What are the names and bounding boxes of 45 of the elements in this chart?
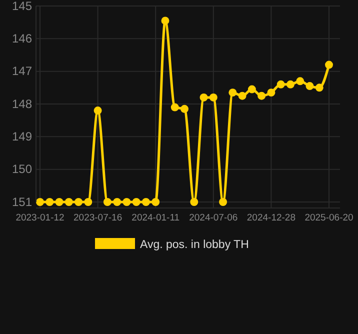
y-tick-label: 147	[12, 64, 32, 78]
point	[238, 92, 246, 100]
point	[84, 198, 92, 206]
point	[276, 80, 285, 88]
point	[325, 60, 333, 69]
point	[152, 198, 160, 206]
x-tick-label: 2024-07-06	[189, 212, 238, 224]
point	[306, 82, 314, 90]
point	[315, 84, 324, 92]
y-tick-label: 151	[12, 194, 32, 209]
y-tick-label: 146	[12, 32, 32, 46]
point	[94, 106, 102, 115]
point	[132, 198, 140, 206]
y-tick-label: 148	[12, 96, 32, 111]
x-tick-label: 2024-12-28	[246, 212, 296, 224]
x-tick-label: 2023-01-12	[16, 212, 64, 224]
point	[248, 85, 256, 94]
x-tick-label: 2025-06-20	[304, 212, 354, 224]
point	[209, 93, 218, 102]
point	[74, 198, 83, 206]
point	[46, 198, 54, 206]
y-tick-label: 145	[12, 0, 32, 13]
point	[286, 80, 294, 88]
point	[200, 93, 208, 102]
point	[228, 88, 237, 97]
x-tick-label: 2023-07-16	[73, 212, 122, 224]
point	[55, 198, 64, 206]
point	[122, 198, 131, 206]
y-tick-label: 150	[12, 162, 32, 176]
point	[142, 198, 150, 206]
point	[36, 198, 44, 206]
point	[170, 103, 179, 112]
point	[267, 88, 276, 97]
point	[258, 92, 266, 100]
point	[64, 198, 73, 206]
point	[180, 104, 188, 113]
point	[190, 198, 198, 206]
x-tick-label: 2024-01-11	[132, 212, 180, 224]
point	[103, 198, 112, 206]
point	[219, 198, 228, 206]
point	[113, 198, 122, 206]
y-tick-label: 149	[12, 130, 32, 144]
point	[296, 77, 304, 86]
point	[161, 16, 170, 25]
legend-label: Avg. pos. in lobby TH	[140, 239, 249, 251]
